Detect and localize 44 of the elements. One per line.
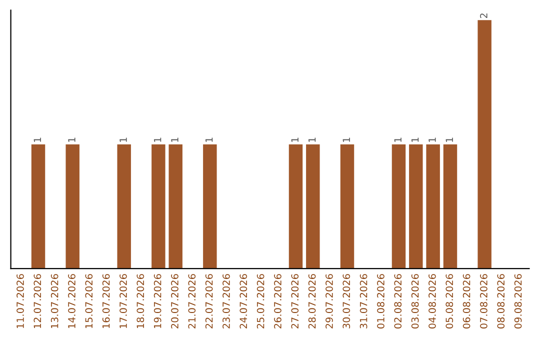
x-tick-label: 16.07.2026 [102, 274, 110, 328]
x-tick-label: 07.08.2026 [480, 274, 488, 328]
x-tick-label: 26.07.2026 [274, 274, 282, 328]
x-tick-label: 29.07.2026 [326, 274, 333, 328]
x-tick-label: 31.07.2026 [360, 274, 368, 328]
data-label: 1 [171, 138, 178, 142]
x-tick-label: 21.07.2026 [188, 274, 196, 328]
data-label: 1 [428, 138, 436, 142]
x-tick-label: 04.08.2026 [428, 274, 436, 328]
x-tick-label: 08.08.2026 [497, 274, 505, 328]
x-tick-label: 23.07.2026 [222, 274, 230, 328]
x-tick-label: 14.07.2026 [68, 274, 76, 328]
x-tick-label: 06.08.2026 [462, 274, 470, 328]
data-label: 2 [480, 14, 488, 18]
x-tick-label: 01.08.2026 [377, 274, 384, 328]
x-tick-label: 12.07.2026 [34, 274, 42, 328]
data-label: 1 [154, 138, 162, 142]
x-tick-label: 20.07.2026 [171, 274, 178, 328]
x-tick-label: 09.08.2026 [514, 274, 522, 328]
data-label: 1 [412, 138, 419, 142]
x-tick-label: 15.07.2026 [85, 274, 93, 328]
x-tick-label: 28.07.2026 [308, 274, 316, 328]
data-label: 1 [120, 138, 127, 142]
x-tick-label: 25.07.2026 [256, 274, 264, 328]
x-tick-label: 19.07.2026 [154, 274, 162, 328]
x-tick-label: 22.07.2026 [205, 274, 213, 328]
data-label: 1 [34, 138, 41, 142]
x-tick-label: 05.08.2026 [446, 274, 454, 328]
data-label: 1 [68, 138, 76, 142]
x-tick-label: 17.07.2026 [120, 274, 127, 328]
x-tick-label: 27.07.2026 [291, 274, 299, 328]
x-tick-label: 24.07.2026 [240, 274, 248, 328]
data-label: 1 [342, 138, 350, 142]
x-tick-label: 30.07.2026 [342, 274, 350, 328]
data-label: 1 [446, 138, 453, 142]
data-label: 1 [291, 138, 298, 142]
data-label: 1 [308, 138, 316, 142]
x-tick-label: 03.08.2026 [411, 274, 419, 328]
data-label: 1 [394, 138, 402, 142]
data-label: 1 [206, 138, 213, 142]
x-tick-label: 11.07.2026 [16, 274, 24, 328]
x-tick-label: 18.07.2026 [136, 274, 144, 328]
x-tick-label: 02.08.2026 [394, 274, 402, 328]
x-tick-label: 13.07.2026 [50, 274, 58, 328]
